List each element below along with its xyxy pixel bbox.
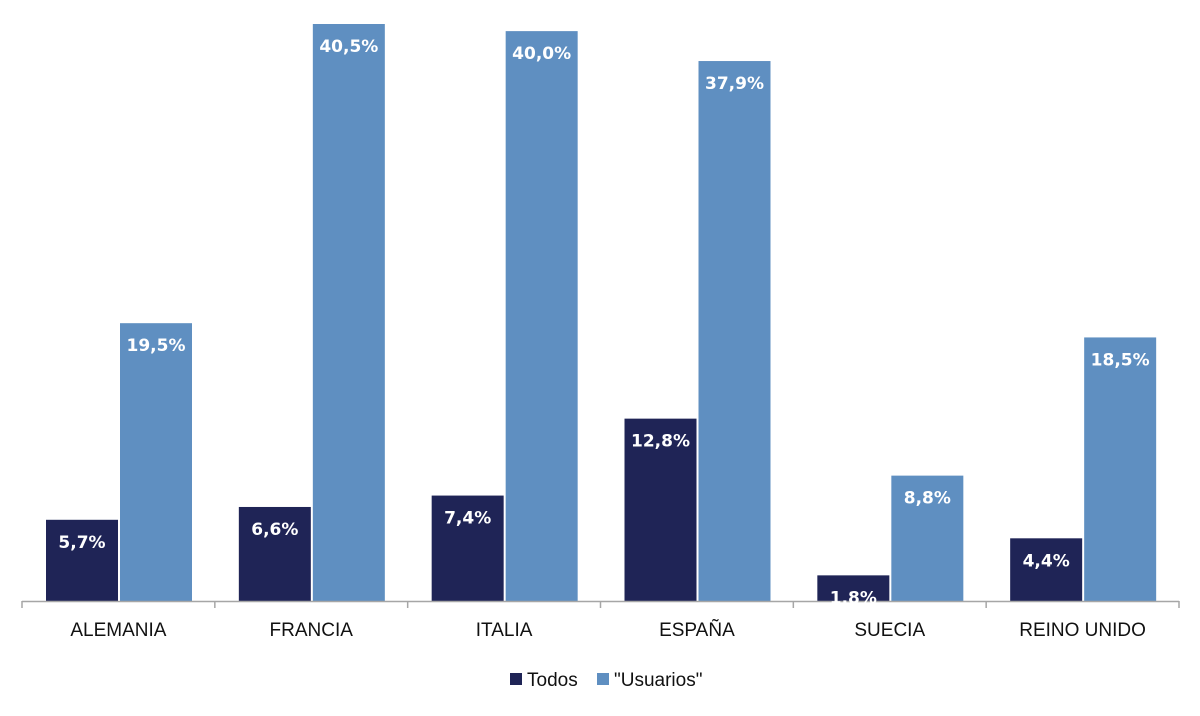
legend: Todos "Usuarios": [510, 670, 702, 691]
value-label-todos-italia: 7,4%: [444, 509, 491, 529]
value-label-usuarios-italia: 40,0%: [512, 44, 571, 64]
value-label-usuarios-alemania: 19,5%: [127, 336, 186, 356]
category-label-francia: FRANCIA: [270, 620, 354, 641]
value-label-todos-francia: 6,6%: [251, 520, 298, 540]
bar-todos-francia: [238, 506, 311, 601]
bar-todos-reino-unido: [1010, 538, 1083, 601]
bars-layer: [46, 24, 1157, 601]
value-label-todos-espana: 12,8%: [631, 432, 690, 452]
value-label-usuarios-suecia: 8,8%: [904, 489, 951, 509]
bar-usuarios-alemania: [120, 323, 192, 601]
bar-usuarios-francia: [312, 24, 385, 601]
value-label-todos-reino-unido: 4,4%: [1023, 551, 1070, 571]
bar-usuarios-suecia: [891, 475, 964, 601]
category-label-reino-unido: REINO UNIDO: [1019, 620, 1146, 641]
bar-todos-espana: [624, 418, 697, 601]
category-label-suecia: SUECIA: [854, 620, 925, 641]
value-label-todos-alemania: 5,7%: [58, 533, 105, 553]
legend-swatch-todos: [510, 673, 522, 685]
category-label-alemania: ALEMANIA: [70, 620, 166, 641]
bar-usuarios-italia: [505, 31, 578, 601]
bar-todos-suecia: [817, 575, 890, 601]
value-labels: 5,7% 19,5% 6,6% 40,5% 7,4% 40,0% 12,8% 37,9% 1,8…: [58, 37, 1149, 608]
legend-label-todos: Todos: [527, 670, 578, 691]
category-labels: ALEMANIA FRANCIA ITALIA ESPAÑA SUECIA REINO U…: [70, 619, 1146, 641]
x-axis: [21, 600, 1180, 608]
legend-label-usuarios: "Usuarios": [614, 670, 702, 691]
value-label-usuarios-reino-unido: 18,5%: [1091, 350, 1150, 370]
value-label-todos-suecia: 1,8%: [830, 588, 877, 608]
category-label-italia: ITALIA: [476, 620, 533, 641]
value-label-usuarios-francia: 40,5%: [319, 37, 378, 57]
bar-todos-italia: [431, 495, 504, 601]
value-label-usuarios-espana: 37,9%: [705, 74, 764, 94]
bar-todos-alemania: [46, 519, 118, 601]
legend-swatch-usuarios: [597, 673, 609, 685]
category-label-espana: ESPAÑA: [659, 619, 735, 641]
bar-usuarios-reino-unido: [1084, 337, 1157, 601]
bar-usuarios-espana: [698, 61, 771, 601]
